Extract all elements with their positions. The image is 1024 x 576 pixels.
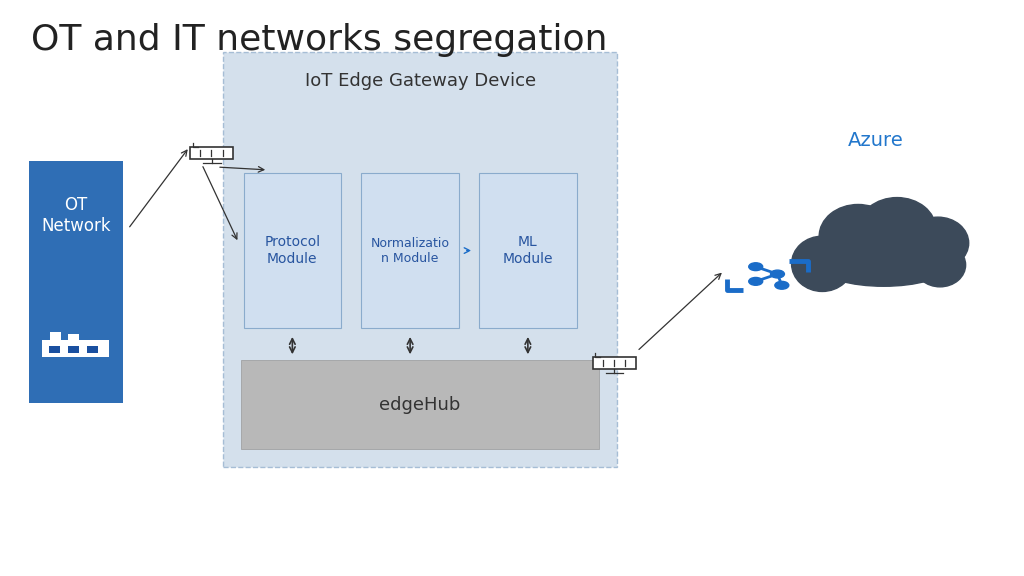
- Text: Azure: Azure: [848, 131, 903, 150]
- FancyBboxPatch shape: [361, 173, 459, 328]
- Circle shape: [749, 278, 763, 285]
- FancyBboxPatch shape: [190, 147, 233, 158]
- Circle shape: [770, 270, 784, 278]
- Text: ML
Module: ML Module: [503, 236, 553, 266]
- FancyBboxPatch shape: [68, 334, 79, 340]
- FancyBboxPatch shape: [87, 346, 98, 353]
- Text: IoT Edge Gateway Device: IoT Edge Gateway Device: [305, 72, 536, 90]
- Text: Normalizatio
n Module: Normalizatio n Module: [371, 237, 450, 264]
- Circle shape: [775, 281, 788, 289]
- FancyBboxPatch shape: [223, 52, 617, 467]
- Ellipse shape: [907, 217, 969, 269]
- Circle shape: [749, 263, 763, 271]
- FancyBboxPatch shape: [241, 360, 599, 449]
- FancyBboxPatch shape: [479, 173, 577, 328]
- FancyBboxPatch shape: [29, 161, 123, 403]
- Text: edgeHub: edgeHub: [379, 396, 461, 414]
- FancyBboxPatch shape: [244, 173, 341, 328]
- FancyBboxPatch shape: [68, 346, 79, 353]
- Ellipse shape: [858, 198, 936, 261]
- Ellipse shape: [792, 236, 853, 291]
- FancyBboxPatch shape: [50, 332, 61, 340]
- Ellipse shape: [822, 249, 945, 286]
- Ellipse shape: [914, 243, 966, 287]
- Text: OT
Network: OT Network: [41, 196, 111, 234]
- FancyBboxPatch shape: [42, 340, 110, 357]
- FancyBboxPatch shape: [593, 357, 636, 369]
- Text: OT and IT networks segregation: OT and IT networks segregation: [31, 23, 607, 57]
- Text: Protocol
Module: Protocol Module: [264, 236, 321, 266]
- Ellipse shape: [819, 204, 897, 268]
- FancyBboxPatch shape: [48, 346, 59, 353]
- FancyBboxPatch shape: [809, 253, 952, 276]
